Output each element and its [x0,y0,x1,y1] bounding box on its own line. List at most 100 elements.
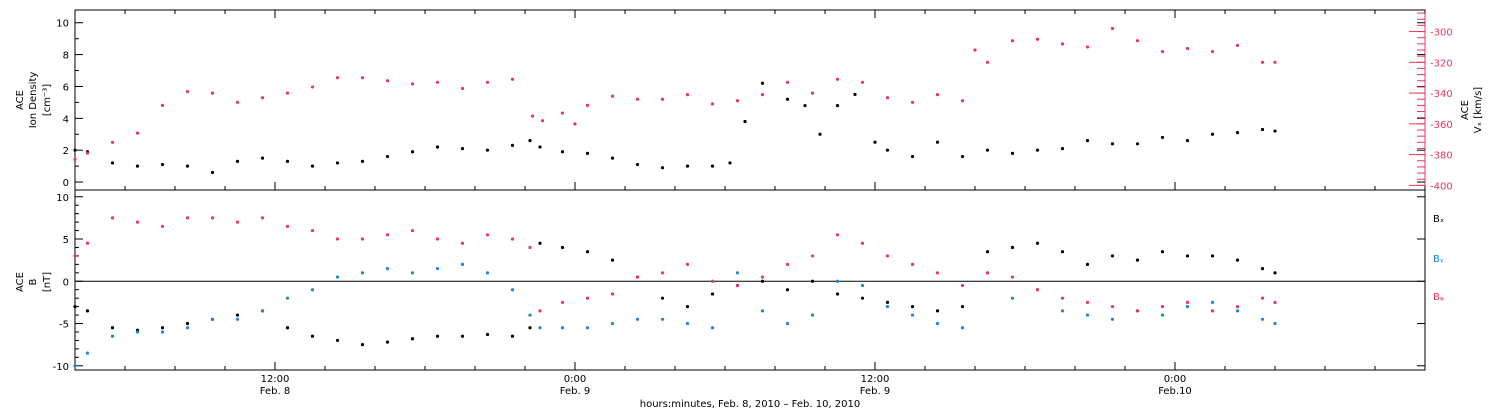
point-black [1085,262,1090,266]
point-red [710,102,715,106]
point-red [935,271,940,275]
point-black [1135,258,1140,262]
point-blue [110,334,115,338]
legend-by: Bᵧ [1433,254,1444,265]
point-blue [185,326,190,330]
point-red [1135,309,1140,313]
point-black [160,162,165,167]
point-blue [310,288,315,292]
x-tick-label-date: Feb. 8 [260,386,290,397]
point-red [235,100,240,104]
point-red [935,93,940,97]
point-black [585,250,590,254]
point-black [1085,139,1090,143]
point-black [1260,266,1265,271]
point-red [1273,60,1277,64]
point-black [860,296,865,300]
point-blue [260,309,265,313]
point-red [335,237,340,241]
point-red [685,93,690,97]
point-black [785,97,790,101]
point-blue [1260,317,1265,321]
point-blue [1160,313,1165,317]
point-red [385,79,390,83]
point-blue [785,321,790,326]
point-black [560,245,565,250]
y-tick-label: 8 [63,51,69,62]
point-black [1160,135,1165,140]
point-black [460,146,465,151]
point-black [335,338,340,343]
y-tick-label: 10 [56,193,69,204]
point-black [1135,142,1140,146]
x-tick-label-date: Feb. 9 [560,386,590,397]
point-red [85,241,90,245]
x-tick-label-time: 0:00 [564,374,586,385]
top-ylabel-line3: [cm⁻³] [42,84,53,116]
point-red [1085,45,1090,49]
point-black [660,296,665,300]
point-red [885,254,890,258]
point-red [585,103,590,107]
point-black [1235,131,1240,135]
point-black [910,305,915,309]
point-black [610,156,615,160]
point-black [1273,271,1277,275]
point-blue [885,305,890,309]
point-black [538,241,542,245]
point-blue [760,309,765,313]
point-red [1085,300,1090,304]
point-red [335,76,340,80]
point-blue [460,262,465,266]
point-red [1010,39,1015,43]
point-red [660,97,665,101]
point-red [460,86,465,91]
point-red [510,237,515,241]
point-black [760,279,765,283]
y-tick-label: -10 [53,362,69,373]
point-red [585,296,590,300]
point-black [73,305,77,309]
point-red [973,48,977,52]
x-tick-label-date: Feb.10 [1158,386,1192,397]
point-black [835,103,840,108]
point-blue [135,330,140,334]
point-red [835,233,840,237]
right-y-tick-label: -400 [1430,181,1453,192]
point-red [1110,26,1115,31]
point-black [1273,129,1277,133]
point-red [610,94,615,98]
point-blue [1110,317,1115,321]
point-blue [1210,300,1215,304]
point-blue [1060,309,1065,313]
point-red [1110,305,1115,309]
point-red [1210,309,1215,313]
point-red [735,283,740,288]
point-black [360,343,365,347]
point-black [1035,241,1040,245]
point-red [1035,288,1040,292]
point-black [335,161,340,165]
point-blue [1235,309,1240,313]
point-red [510,77,515,81]
point-black [110,326,115,330]
point-red [1160,49,1165,54]
point-black [360,159,365,163]
point-black [635,162,640,167]
point-red [1235,43,1240,47]
point-black [210,170,215,175]
point-red [660,271,665,275]
point-red [735,99,740,103]
point-blue [85,351,90,355]
point-black [235,313,240,317]
bottom-ylabel-line3: [nT] [42,272,53,292]
top-right-ylabel-line1: ACE [1460,100,1471,120]
point-black [435,145,440,149]
point-blue [335,275,340,279]
right-y-tick-label: -360 [1430,120,1453,131]
point-black [1035,148,1040,152]
point-red [360,76,365,80]
point-red [910,100,915,104]
point-red [528,245,532,250]
